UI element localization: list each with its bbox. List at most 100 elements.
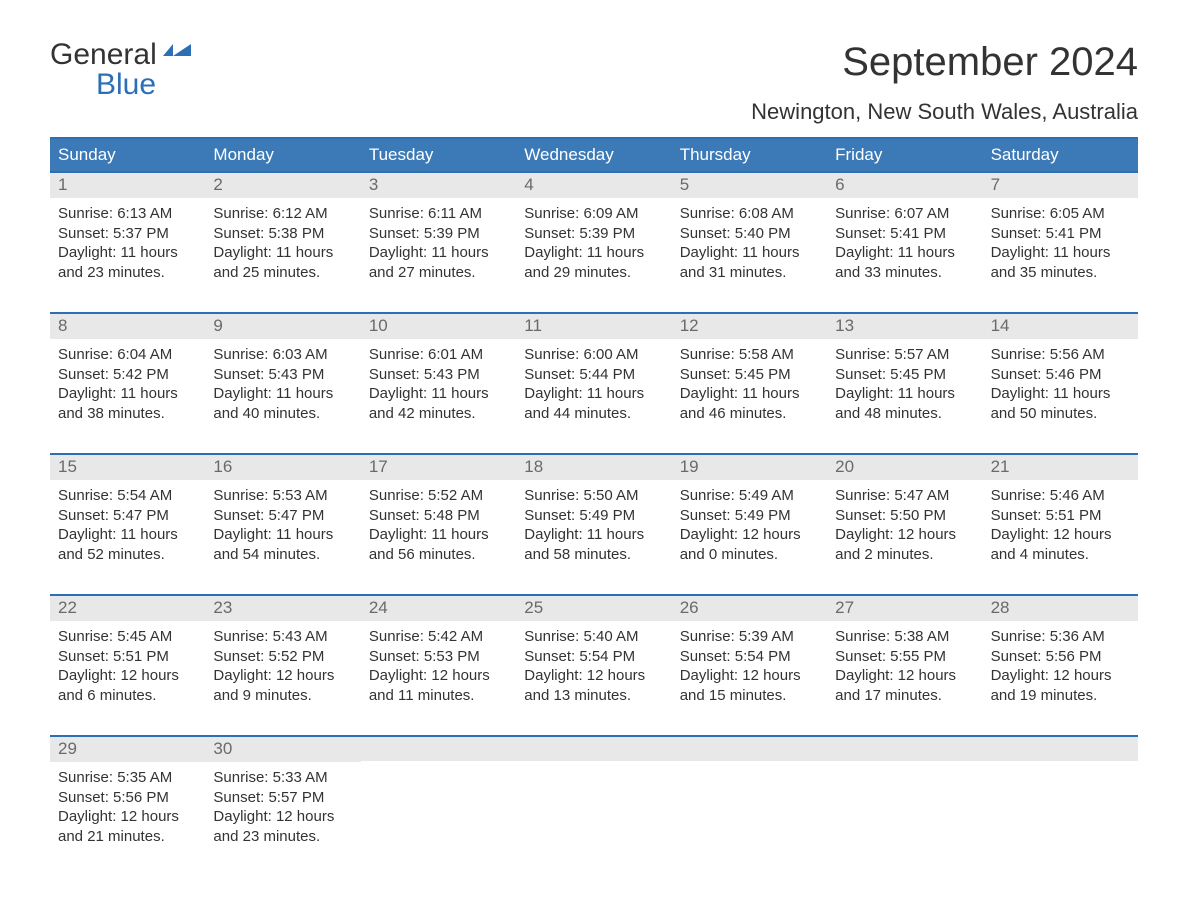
day-number: 1 bbox=[50, 173, 205, 198]
sunrise-line: Sunrise: 6:12 AM bbox=[213, 204, 352, 224]
sunrise-line: Sunrise: 6:13 AM bbox=[58, 204, 197, 224]
weeks-container: 1Sunrise: 6:13 AMSunset: 5:37 PMDaylight… bbox=[50, 171, 1138, 850]
day-number: 3 bbox=[361, 173, 516, 198]
sunrise-line: Sunrise: 5:39 AM bbox=[680, 627, 819, 647]
day-number: 2 bbox=[205, 173, 360, 198]
daylight-line: Daylight: 11 hours and 25 minutes. bbox=[213, 243, 352, 282]
sunset-line: Sunset: 5:56 PM bbox=[58, 788, 197, 808]
day-body: Sunrise: 5:49 AMSunset: 5:49 PMDaylight:… bbox=[672, 480, 827, 568]
day-number: 29 bbox=[50, 737, 205, 762]
day-body: Sunrise: 6:01 AMSunset: 5:43 PMDaylight:… bbox=[361, 339, 516, 427]
daylight-line: Daylight: 11 hours and 23 minutes. bbox=[58, 243, 197, 282]
day-body: Sunrise: 5:52 AMSunset: 5:48 PMDaylight:… bbox=[361, 480, 516, 568]
day-body: Sunrise: 5:39 AMSunset: 5:54 PMDaylight:… bbox=[672, 621, 827, 709]
sunset-line: Sunset: 5:49 PM bbox=[680, 506, 819, 526]
day-body: Sunrise: 5:46 AMSunset: 5:51 PMDaylight:… bbox=[983, 480, 1138, 568]
week-row: 15Sunrise: 5:54 AMSunset: 5:47 PMDayligh… bbox=[50, 453, 1138, 568]
day-number: 22 bbox=[50, 596, 205, 621]
day-number bbox=[983, 737, 1138, 761]
daylight-line: Daylight: 11 hours and 52 minutes. bbox=[58, 525, 197, 564]
day-number: 30 bbox=[205, 737, 360, 762]
day-number bbox=[361, 737, 516, 761]
daylight-line: Daylight: 11 hours and 38 minutes. bbox=[58, 384, 197, 423]
sunrise-line: Sunrise: 6:08 AM bbox=[680, 204, 819, 224]
day-body: Sunrise: 5:42 AMSunset: 5:53 PMDaylight:… bbox=[361, 621, 516, 709]
sunset-line: Sunset: 5:44 PM bbox=[524, 365, 663, 385]
daylight-line: Daylight: 11 hours and 46 minutes. bbox=[680, 384, 819, 423]
day-cell: 2Sunrise: 6:12 AMSunset: 5:38 PMDaylight… bbox=[205, 173, 360, 286]
dow-cell: Saturday bbox=[983, 139, 1138, 171]
title-block: September 2024 Newington, New South Wale… bbox=[751, 40, 1138, 131]
day-number: 16 bbox=[205, 455, 360, 480]
day-cell: 25Sunrise: 5:40 AMSunset: 5:54 PMDayligh… bbox=[516, 596, 671, 709]
day-number: 7 bbox=[983, 173, 1138, 198]
day-body: Sunrise: 6:08 AMSunset: 5:40 PMDaylight:… bbox=[672, 198, 827, 286]
daylight-line: Daylight: 12 hours and 13 minutes. bbox=[524, 666, 663, 705]
day-number: 28 bbox=[983, 596, 1138, 621]
daylight-line: Daylight: 11 hours and 58 minutes. bbox=[524, 525, 663, 564]
day-body: Sunrise: 5:57 AMSunset: 5:45 PMDaylight:… bbox=[827, 339, 982, 427]
day-body: Sunrise: 6:09 AMSunset: 5:39 PMDaylight:… bbox=[516, 198, 671, 286]
sunset-line: Sunset: 5:42 PM bbox=[58, 365, 197, 385]
dow-cell: Sunday bbox=[50, 139, 205, 171]
dow-cell: Tuesday bbox=[361, 139, 516, 171]
day-cell: 4Sunrise: 6:09 AMSunset: 5:39 PMDaylight… bbox=[516, 173, 671, 286]
day-number: 5 bbox=[672, 173, 827, 198]
week-row: 29Sunrise: 5:35 AMSunset: 5:56 PMDayligh… bbox=[50, 735, 1138, 850]
sunrise-line: Sunrise: 5:43 AM bbox=[213, 627, 352, 647]
daylight-line: Daylight: 12 hours and 23 minutes. bbox=[213, 807, 352, 846]
week-row: 1Sunrise: 6:13 AMSunset: 5:37 PMDaylight… bbox=[50, 171, 1138, 286]
day-body: Sunrise: 6:12 AMSunset: 5:38 PMDaylight:… bbox=[205, 198, 360, 286]
day-body: Sunrise: 5:50 AMSunset: 5:49 PMDaylight:… bbox=[516, 480, 671, 568]
day-number: 20 bbox=[827, 455, 982, 480]
day-number: 10 bbox=[361, 314, 516, 339]
day-number: 8 bbox=[50, 314, 205, 339]
daylight-line: Daylight: 12 hours and 9 minutes. bbox=[213, 666, 352, 705]
day-cell: 20Sunrise: 5:47 AMSunset: 5:50 PMDayligh… bbox=[827, 455, 982, 568]
sunrise-line: Sunrise: 6:05 AM bbox=[991, 204, 1130, 224]
day-cell: 12Sunrise: 5:58 AMSunset: 5:45 PMDayligh… bbox=[672, 314, 827, 427]
header: General Blue September 2024 Newington, N… bbox=[50, 40, 1138, 131]
sunrise-line: Sunrise: 5:46 AM bbox=[991, 486, 1130, 506]
sunset-line: Sunset: 5:49 PM bbox=[524, 506, 663, 526]
logo-word1: General bbox=[50, 40, 157, 70]
sunset-line: Sunset: 5:55 PM bbox=[835, 647, 974, 667]
day-body: Sunrise: 6:13 AMSunset: 5:37 PMDaylight:… bbox=[50, 198, 205, 286]
day-number: 26 bbox=[672, 596, 827, 621]
day-body: Sunrise: 6:04 AMSunset: 5:42 PMDaylight:… bbox=[50, 339, 205, 427]
day-body: Sunrise: 6:07 AMSunset: 5:41 PMDaylight:… bbox=[827, 198, 982, 286]
day-cell bbox=[672, 737, 827, 850]
sunrise-line: Sunrise: 5:36 AM bbox=[991, 627, 1130, 647]
sunset-line: Sunset: 5:47 PM bbox=[58, 506, 197, 526]
daylight-line: Daylight: 11 hours and 44 minutes. bbox=[524, 384, 663, 423]
sunrise-line: Sunrise: 6:04 AM bbox=[58, 345, 197, 365]
sunset-line: Sunset: 5:51 PM bbox=[991, 506, 1130, 526]
sunrise-line: Sunrise: 5:45 AM bbox=[58, 627, 197, 647]
day-number: 18 bbox=[516, 455, 671, 480]
day-cell bbox=[516, 737, 671, 850]
sunrise-line: Sunrise: 5:56 AM bbox=[991, 345, 1130, 365]
daylight-line: Daylight: 11 hours and 31 minutes. bbox=[680, 243, 819, 282]
daylight-line: Daylight: 11 hours and 40 minutes. bbox=[213, 384, 352, 423]
daylight-line: Daylight: 12 hours and 4 minutes. bbox=[991, 525, 1130, 564]
day-body: Sunrise: 5:53 AMSunset: 5:47 PMDaylight:… bbox=[205, 480, 360, 568]
day-cell: 3Sunrise: 6:11 AMSunset: 5:39 PMDaylight… bbox=[361, 173, 516, 286]
sunrise-line: Sunrise: 6:09 AM bbox=[524, 204, 663, 224]
day-body: Sunrise: 5:35 AMSunset: 5:56 PMDaylight:… bbox=[50, 762, 205, 850]
day-cell: 10Sunrise: 6:01 AMSunset: 5:43 PMDayligh… bbox=[361, 314, 516, 427]
sunrise-line: Sunrise: 6:07 AM bbox=[835, 204, 974, 224]
sunset-line: Sunset: 5:52 PM bbox=[213, 647, 352, 667]
day-number: 9 bbox=[205, 314, 360, 339]
day-number: 4 bbox=[516, 173, 671, 198]
daylight-line: Daylight: 12 hours and 2 minutes. bbox=[835, 525, 974, 564]
day-cell: 28Sunrise: 5:36 AMSunset: 5:56 PMDayligh… bbox=[983, 596, 1138, 709]
daylight-line: Daylight: 11 hours and 48 minutes. bbox=[835, 384, 974, 423]
day-body: Sunrise: 5:40 AMSunset: 5:54 PMDaylight:… bbox=[516, 621, 671, 709]
day-cell: 1Sunrise: 6:13 AMSunset: 5:37 PMDaylight… bbox=[50, 173, 205, 286]
dow-cell: Monday bbox=[205, 139, 360, 171]
day-cell: 16Sunrise: 5:53 AMSunset: 5:47 PMDayligh… bbox=[205, 455, 360, 568]
day-number: 14 bbox=[983, 314, 1138, 339]
day-cell: 14Sunrise: 5:56 AMSunset: 5:46 PMDayligh… bbox=[983, 314, 1138, 427]
month-title: September 2024 bbox=[751, 40, 1138, 85]
sunset-line: Sunset: 5:45 PM bbox=[680, 365, 819, 385]
